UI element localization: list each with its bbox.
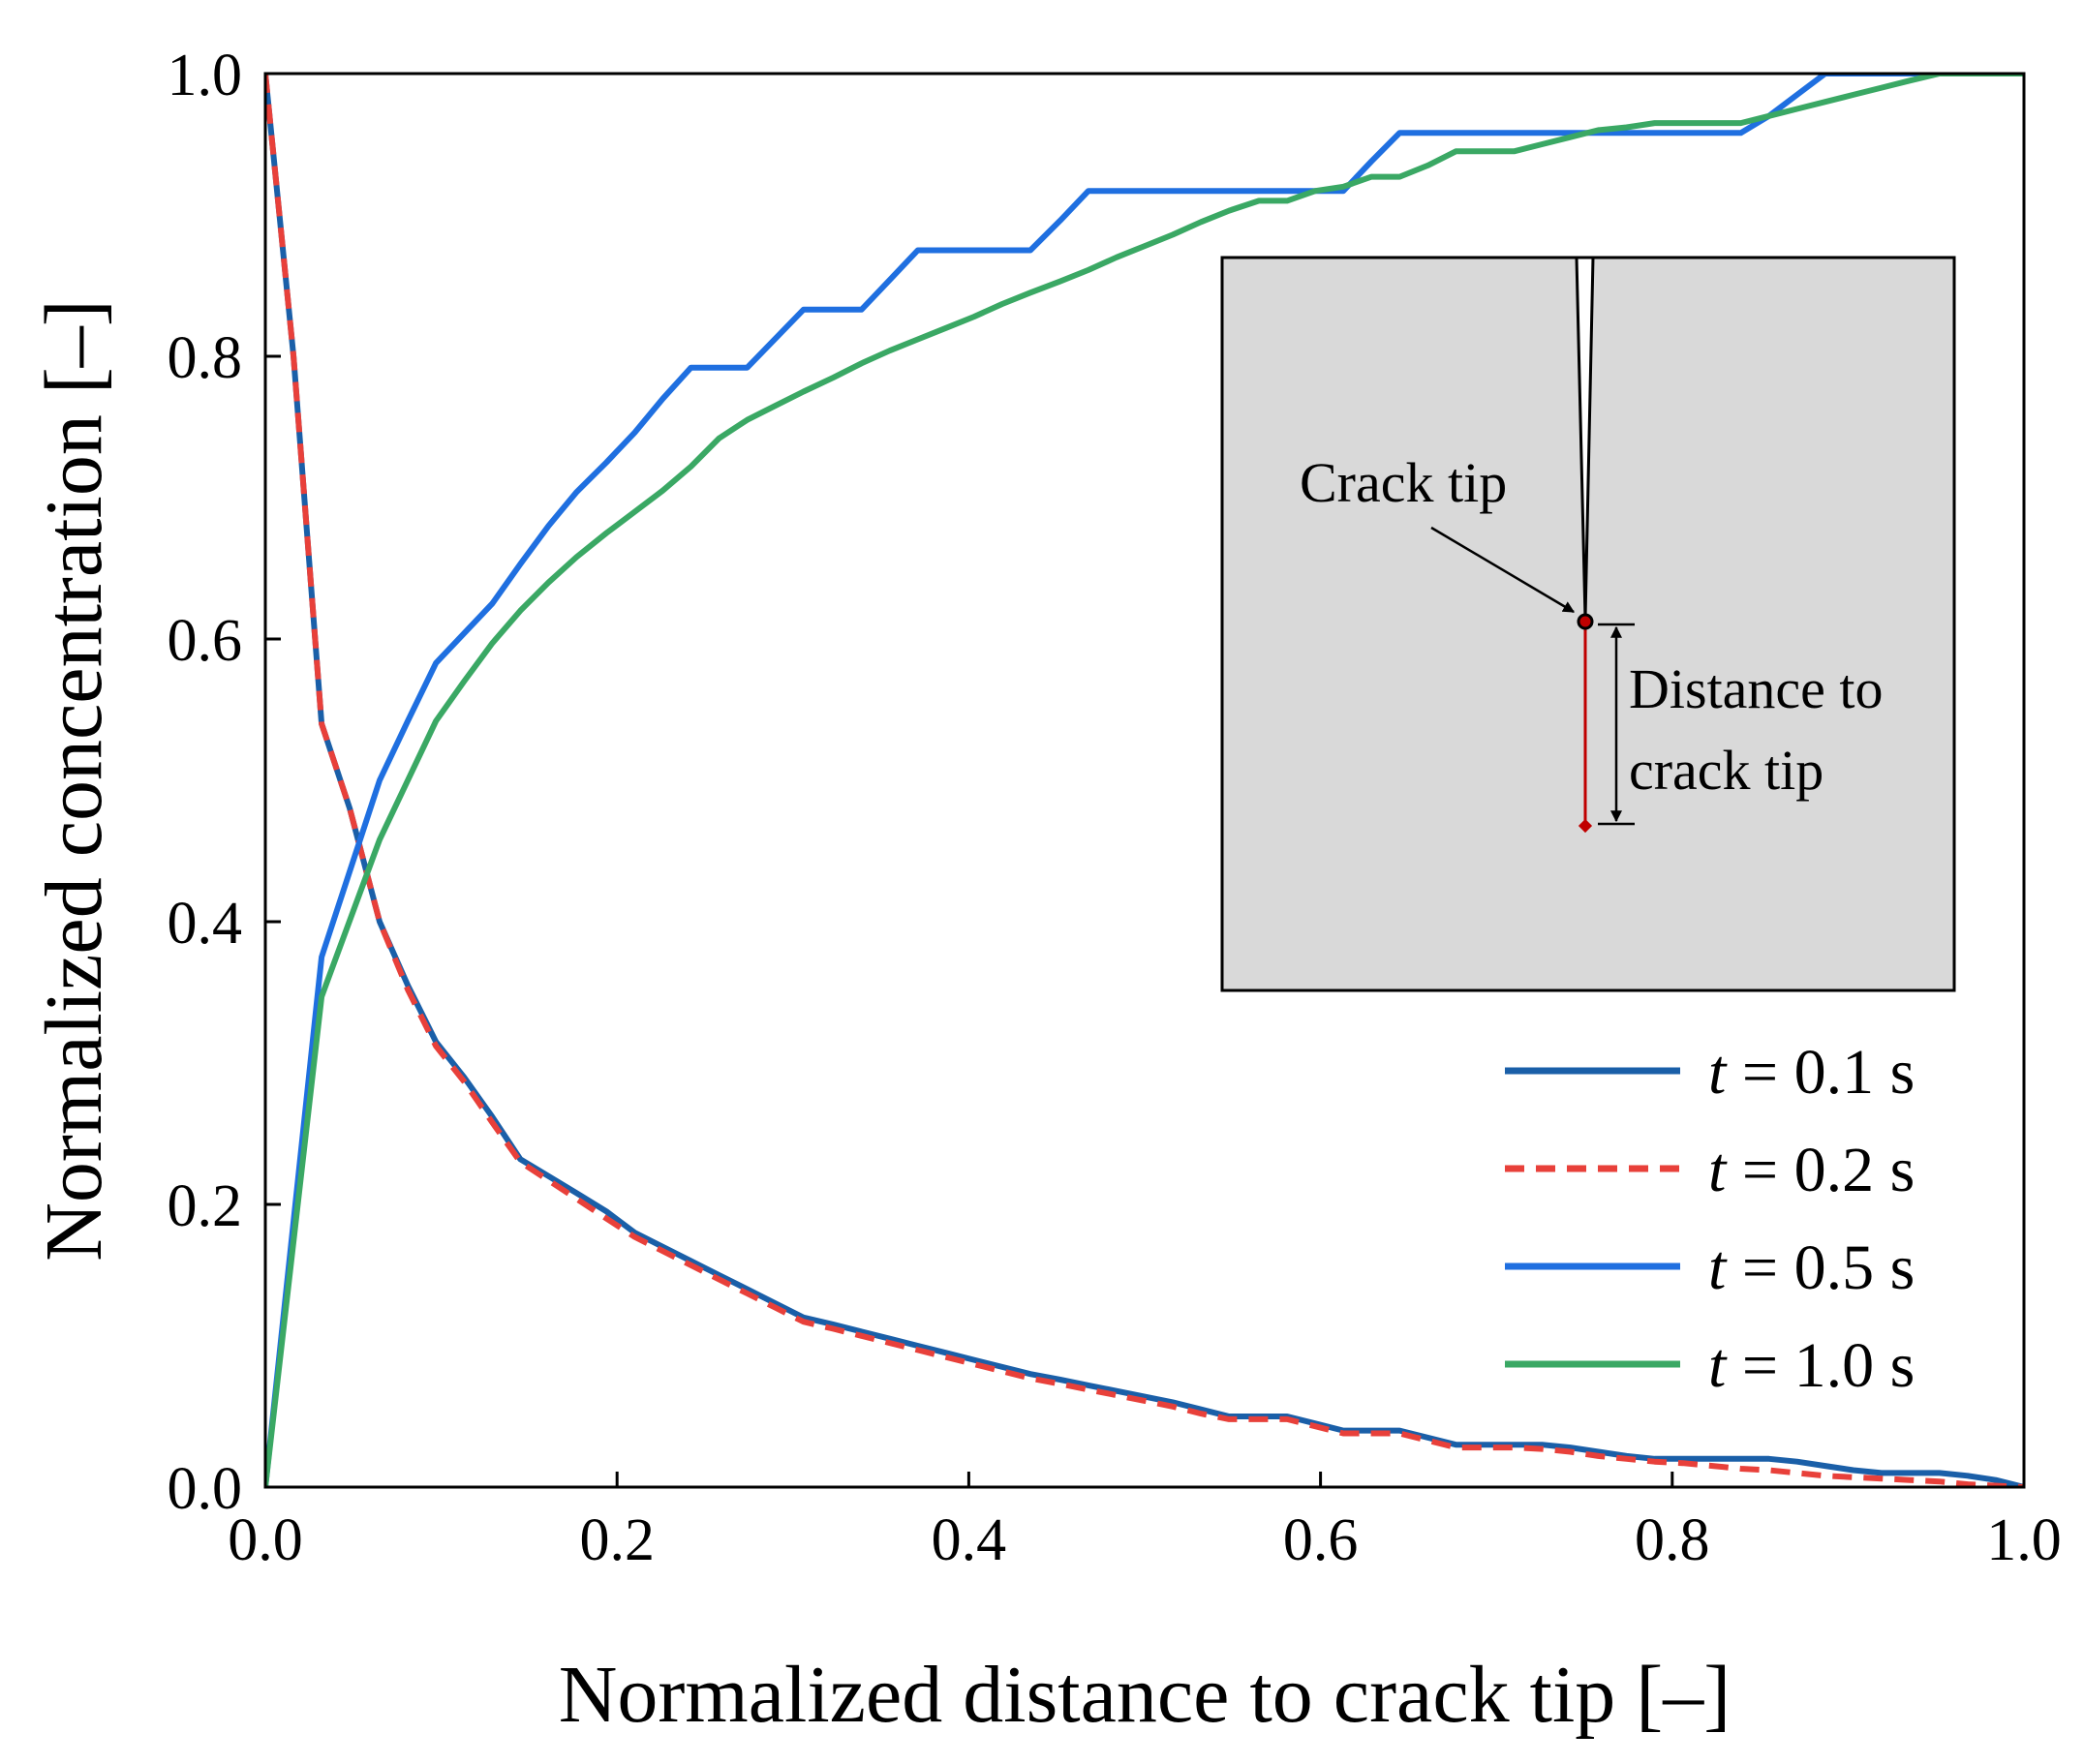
- x-tick-label-2: 0.4: [932, 1507, 1007, 1573]
- legend-var-1: t: [1708, 1135, 1728, 1205]
- legend-entry-2: t = 0.5 s: [1505, 1232, 1915, 1303]
- y-axis-title: Normalized concentration [–]: [29, 299, 119, 1262]
- legend-rest-1: = 0.2 s: [1726, 1135, 1915, 1205]
- legend-rest-2: = 0.5 s: [1726, 1232, 1915, 1303]
- plot-frame: [263, 72, 2026, 1489]
- series-line-1: [265, 74, 2024, 1487]
- y-tick-label-4: 0.8: [168, 325, 243, 391]
- x-tick-label-5: 1.0: [1986, 1507, 2062, 1573]
- crack-tip-label: Crack tip: [1300, 451, 1507, 514]
- legend-label-2: t = 0.5 s: [1708, 1232, 1915, 1303]
- legend-label-1: t = 0.2 s: [1708, 1135, 1915, 1205]
- legend: t = 0.1 s t = 0.2 s t = 0.5 s t = 1.0 s: [1505, 1037, 1915, 1401]
- series-lines: [265, 74, 2024, 1487]
- legend-entry-1: t = 0.2 s: [1505, 1135, 1915, 1205]
- crack-tip-pointer-arrow: [1430, 526, 1576, 614]
- axis-ticks: 0.0 0.2 0.4 0.6 0.8 1.0 0.0 0.2 0.4 0.6 0.8 1.0: [168, 43, 2062, 1573]
- x-tick-label-4: 0.8: [1635, 1507, 1710, 1573]
- legend-label-3: t = 1.0 s: [1708, 1330, 1915, 1401]
- legend-entry-3: t = 1.0 s: [1505, 1330, 1915, 1401]
- crack-tip-marker: [1577, 613, 1594, 630]
- distance-label-line1: Distance to: [1629, 657, 1884, 720]
- y-tick-label-5: 1.0: [168, 43, 243, 108]
- series-line-0: [265, 74, 2024, 1487]
- legend-var-0: t: [1708, 1037, 1728, 1108]
- legend-var-3: t: [1708, 1330, 1728, 1401]
- x-axis-title: Normalized distance to crack tip [–]: [559, 1650, 1732, 1740]
- series-line-3: [265, 74, 2024, 1487]
- x-tick-label-1: 0.2: [579, 1507, 655, 1573]
- y-tick-label-0: 0.0: [168, 1456, 243, 1522]
- distance-label-line2: crack tip: [1629, 739, 1824, 802]
- x-tick-label-0: 0.0: [228, 1507, 303, 1573]
- crack-notch: [1575, 256, 1595, 620]
- inset-schematic: Crack tip Distance to crack tip: [1220, 256, 1956, 992]
- legend-rest-0: = 0.1 s: [1726, 1037, 1915, 1108]
- legend-label-0: t = 0.1 s: [1708, 1037, 1915, 1108]
- series-line-2: [265, 74, 2024, 1487]
- legend-entry-0: t = 0.1 s: [1505, 1037, 1915, 1108]
- legend-var-2: t: [1708, 1232, 1728, 1303]
- legend-rest-3: = 1.0 s: [1726, 1330, 1915, 1401]
- x-tick-label-3: 0.6: [1283, 1507, 1359, 1573]
- y-tick-label-3: 0.6: [168, 608, 243, 674]
- y-tick-label-2: 0.4: [168, 891, 243, 957]
- distance-end-marker: [1578, 818, 1593, 834]
- y-tick-label-1: 0.2: [168, 1173, 243, 1239]
